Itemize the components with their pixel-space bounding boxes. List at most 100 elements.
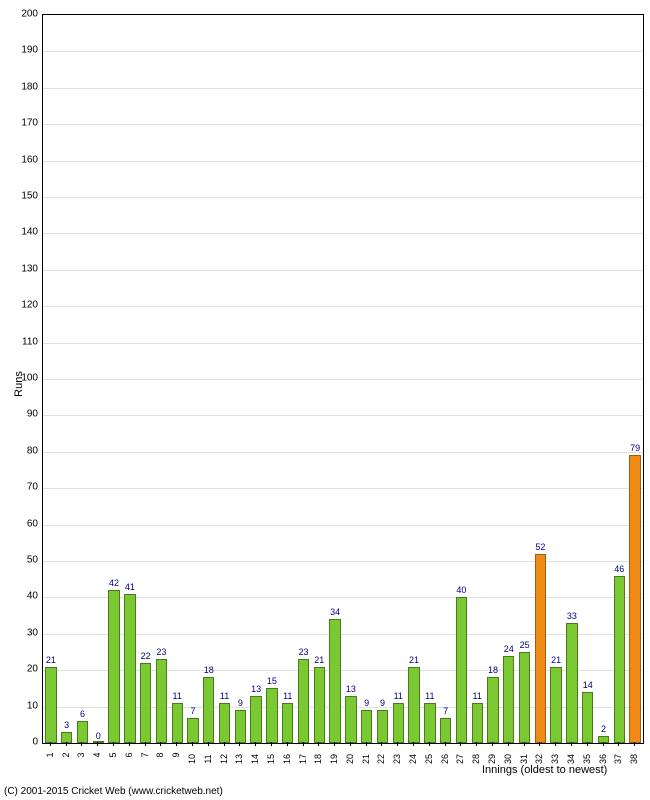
x-tick-mark bbox=[176, 742, 177, 746]
bar-value-label: 18 bbox=[204, 665, 214, 675]
bar bbox=[456, 597, 467, 743]
x-tick-label: 38 bbox=[629, 754, 639, 764]
bar bbox=[408, 667, 419, 743]
bar-value-label: 79 bbox=[630, 443, 640, 453]
x-tick-label: 24 bbox=[408, 754, 418, 764]
bar bbox=[503, 656, 514, 743]
bar-value-label: 18 bbox=[488, 665, 498, 675]
bar-value-label: 7 bbox=[443, 706, 448, 716]
bar bbox=[424, 703, 435, 743]
x-tick-mark bbox=[587, 742, 588, 746]
x-tick-mark bbox=[208, 742, 209, 746]
bar bbox=[235, 710, 246, 743]
bar-value-label: 0 bbox=[96, 731, 101, 741]
bar-value-label: 2 bbox=[601, 724, 606, 734]
x-tick-label: 3 bbox=[76, 752, 86, 757]
bar-value-label: 33 bbox=[567, 611, 577, 621]
bar bbox=[614, 576, 625, 743]
x-tick-label: 13 bbox=[234, 754, 244, 764]
bar-value-label: 9 bbox=[238, 698, 243, 708]
bar-value-label: 42 bbox=[109, 578, 119, 588]
x-tick-mark bbox=[113, 742, 114, 746]
gridline bbox=[43, 88, 643, 89]
x-tick-mark bbox=[287, 742, 288, 746]
bar-value-label: 21 bbox=[46, 655, 56, 665]
x-tick-label: 11 bbox=[203, 754, 213, 763]
x-tick-label: 6 bbox=[124, 752, 134, 757]
x-tick-label: 25 bbox=[424, 754, 434, 764]
bar-value-label: 7 bbox=[190, 706, 195, 716]
gridline bbox=[43, 124, 643, 125]
bar-value-label: 11 bbox=[473, 691, 482, 701]
x-tick-label: 29 bbox=[487, 754, 497, 764]
y-tick-label: 120 bbox=[0, 300, 38, 311]
x-tick-label: 30 bbox=[503, 754, 513, 764]
bar-value-label: 6 bbox=[80, 709, 85, 719]
bar bbox=[345, 696, 356, 743]
bar bbox=[519, 652, 530, 743]
bar-value-label: 21 bbox=[314, 655, 324, 665]
bar-value-label: 11 bbox=[173, 691, 182, 701]
y-tick-label: 60 bbox=[0, 518, 38, 529]
x-tick-label: 2 bbox=[61, 752, 71, 757]
bar bbox=[472, 703, 483, 743]
y-tick-label: 170 bbox=[0, 118, 38, 129]
x-tick-mark bbox=[255, 742, 256, 746]
bar bbox=[140, 663, 151, 743]
x-tick-mark bbox=[429, 742, 430, 746]
plot-area: 2136042412223117181191315112321341399112… bbox=[42, 14, 644, 744]
y-tick-label: 30 bbox=[0, 627, 38, 638]
bar bbox=[266, 688, 277, 743]
gridline bbox=[43, 343, 643, 344]
copyright-text: (C) 2001-2015 Cricket Web (www.cricketwe… bbox=[4, 786, 223, 797]
bar bbox=[329, 619, 340, 743]
x-tick-label: 8 bbox=[155, 752, 165, 757]
y-tick-label: 80 bbox=[0, 445, 38, 456]
x-tick-label: 14 bbox=[250, 754, 260, 764]
bar-value-label: 40 bbox=[456, 585, 466, 595]
bar bbox=[361, 710, 372, 743]
bar-value-label: 41 bbox=[125, 582, 135, 592]
x-axis-title: Innings (oldest to newest) bbox=[482, 764, 607, 776]
x-tick-mark bbox=[634, 742, 635, 746]
gridline bbox=[43, 197, 643, 198]
x-tick-mark bbox=[50, 742, 51, 746]
gridline bbox=[43, 270, 643, 271]
x-tick-label: 4 bbox=[92, 752, 102, 757]
y-tick-label: 190 bbox=[0, 45, 38, 56]
x-tick-mark bbox=[366, 742, 367, 746]
y-tick-label: 40 bbox=[0, 591, 38, 602]
x-tick-label: 35 bbox=[582, 754, 592, 764]
x-tick-label: 23 bbox=[392, 754, 402, 764]
bar bbox=[582, 692, 593, 743]
x-tick-label: 15 bbox=[266, 754, 276, 764]
x-tick-label: 28 bbox=[471, 754, 481, 764]
bar bbox=[487, 677, 498, 743]
bar-value-label: 23 bbox=[156, 647, 166, 657]
y-tick-label: 150 bbox=[0, 191, 38, 202]
x-tick-mark bbox=[539, 742, 540, 746]
gridline bbox=[43, 233, 643, 234]
x-tick-label: 18 bbox=[313, 754, 323, 764]
x-tick-label: 9 bbox=[171, 752, 181, 757]
gridline bbox=[43, 161, 643, 162]
bar-value-label: 11 bbox=[220, 691, 229, 701]
bar bbox=[77, 721, 88, 743]
bar bbox=[566, 623, 577, 743]
bar-value-label: 3 bbox=[64, 720, 69, 730]
x-tick-mark bbox=[413, 742, 414, 746]
x-tick-mark bbox=[271, 742, 272, 746]
y-tick-label: 0 bbox=[0, 737, 38, 748]
gridline bbox=[43, 51, 643, 52]
y-tick-label: 50 bbox=[0, 555, 38, 566]
bar-value-label: 21 bbox=[551, 655, 561, 665]
chart-container: 0102030405060708090100110120130140150160… bbox=[0, 0, 650, 800]
x-tick-mark bbox=[476, 742, 477, 746]
bar-value-label: 52 bbox=[535, 542, 545, 552]
x-tick-mark bbox=[334, 742, 335, 746]
y-axis-title: Runs bbox=[13, 371, 25, 397]
bar-value-label: 34 bbox=[330, 607, 340, 617]
x-tick-label: 12 bbox=[219, 754, 229, 764]
bar bbox=[393, 703, 404, 743]
x-tick-mark bbox=[397, 742, 398, 746]
